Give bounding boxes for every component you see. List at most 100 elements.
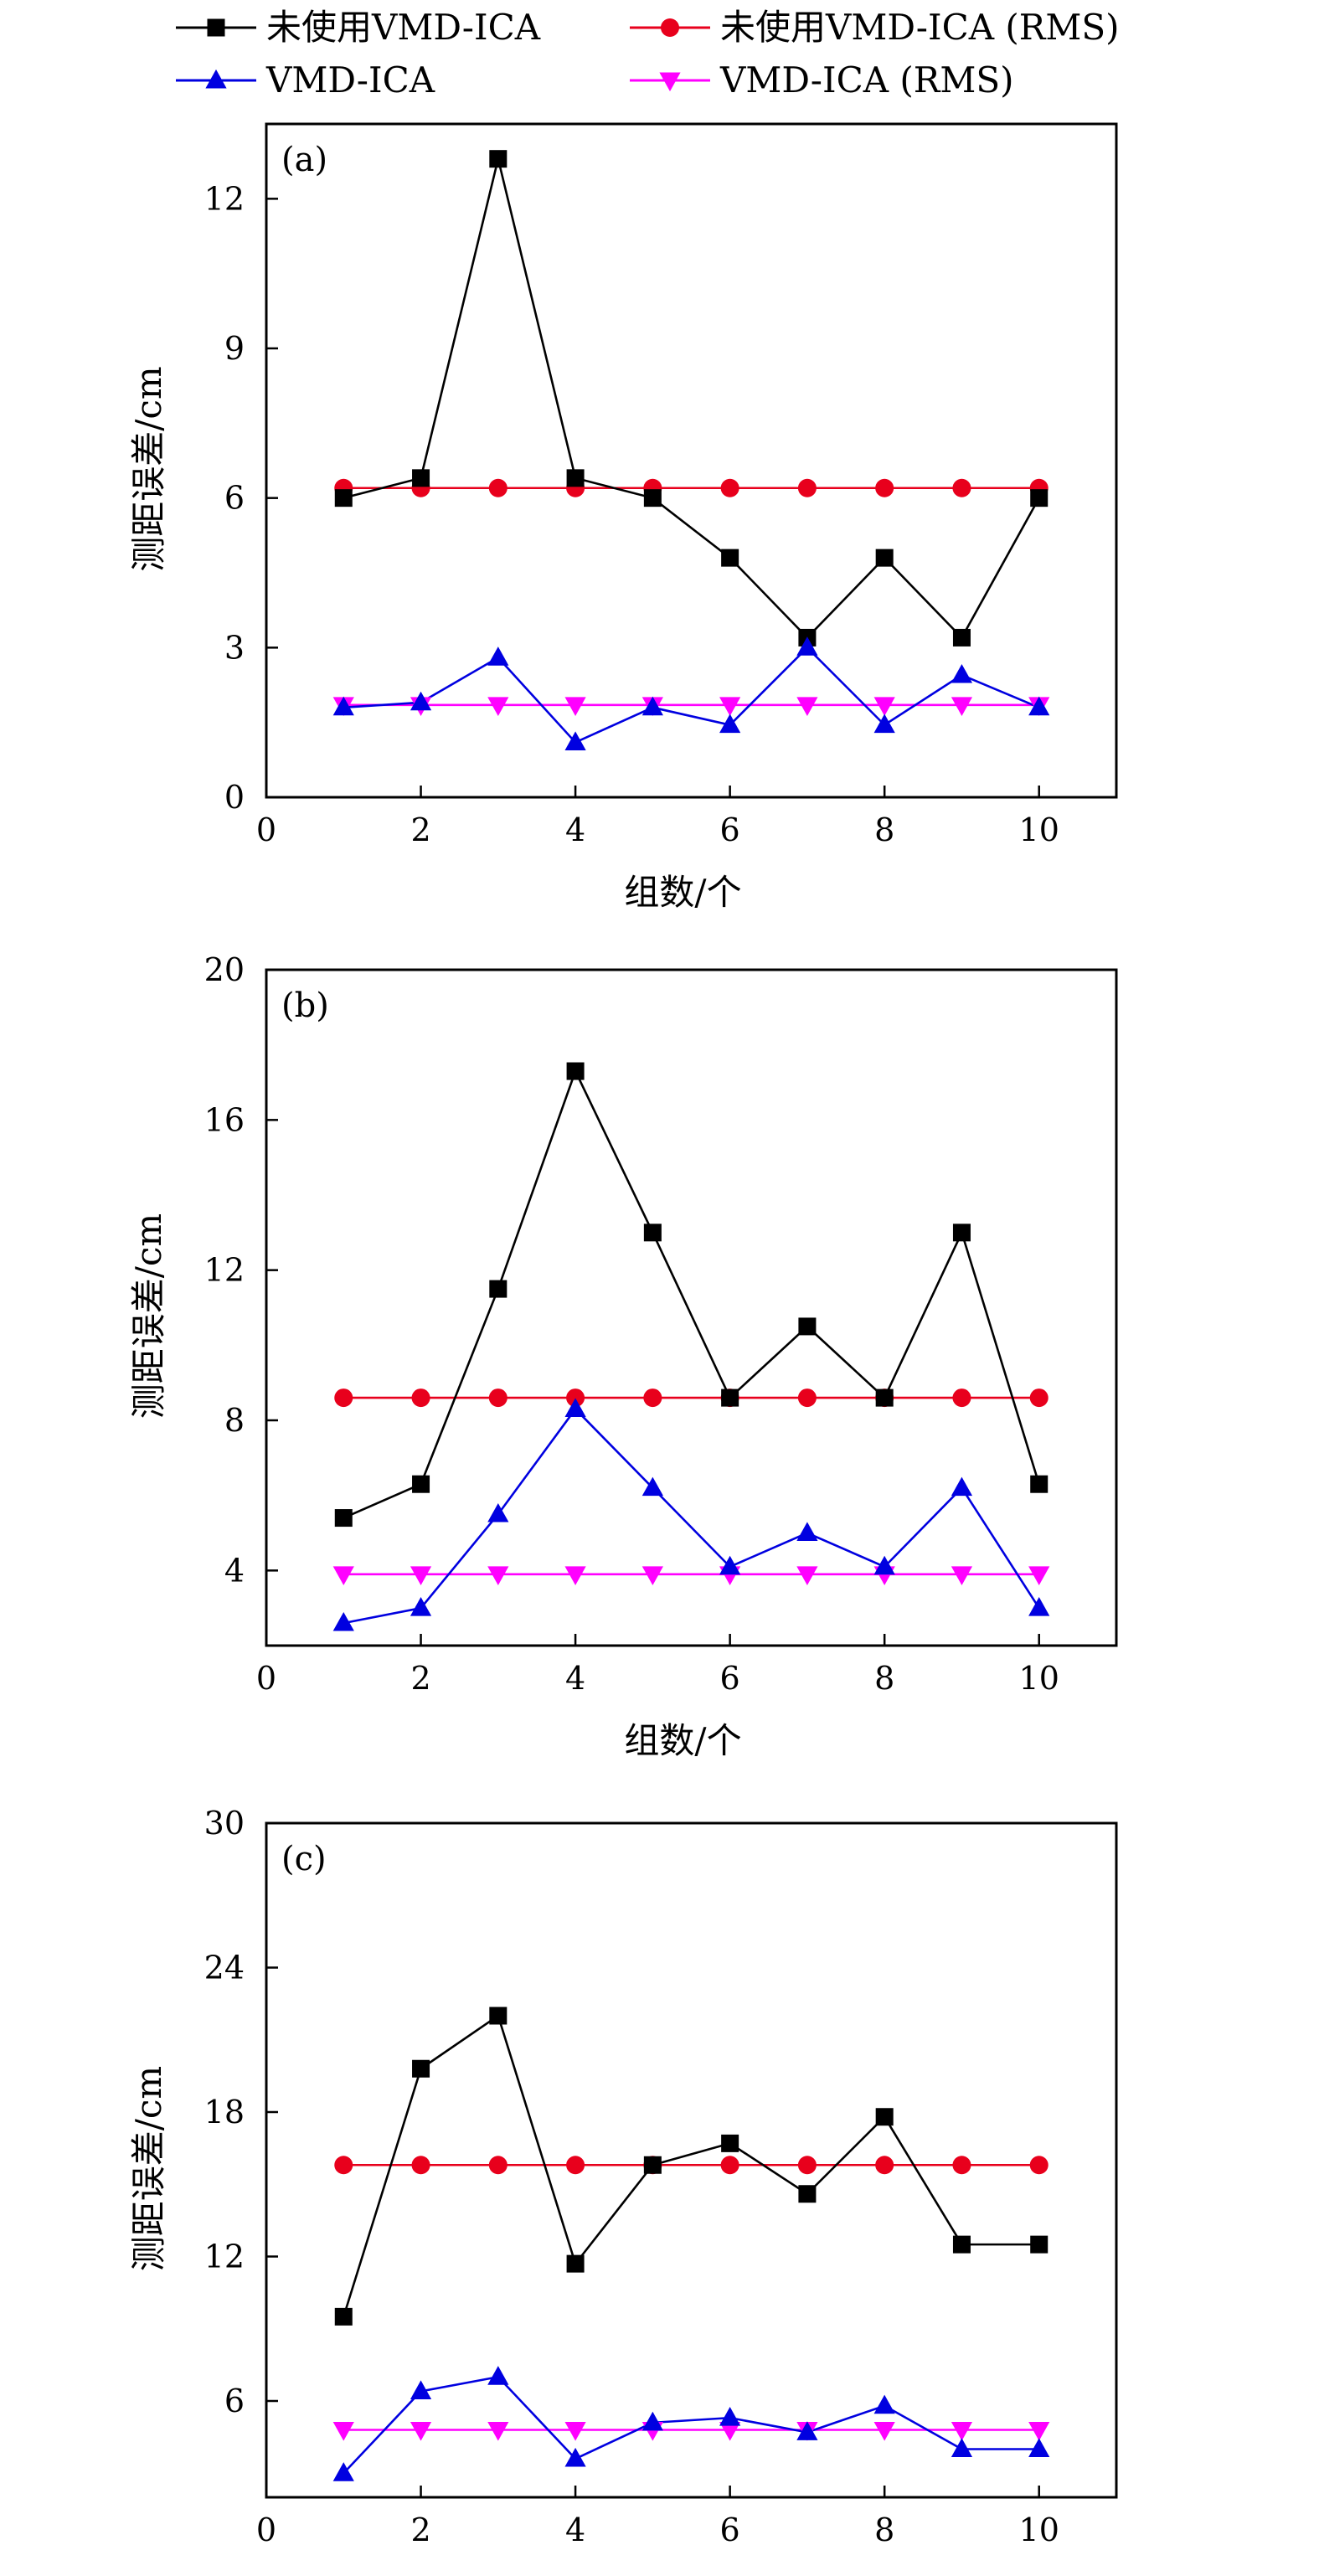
data-point: [332, 696, 354, 716]
data-point: [412, 1475, 430, 1493]
y-tick-label: 24: [204, 1950, 245, 1986]
data-point: [410, 2380, 432, 2399]
x-tick-label: 6: [720, 2512, 740, 2548]
y-axis-label: 测距误差/cm: [128, 1213, 169, 1419]
data-point: [564, 731, 586, 750]
data-point: [489, 2007, 508, 2025]
legend-entry: 未使用VMD-ICA: [266, 7, 541, 48]
data-point: [875, 549, 894, 567]
data-point: [487, 697, 509, 716]
y-axis-label: 测距误差/cm: [128, 366, 169, 572]
data-point: [410, 1597, 432, 1616]
data-point: [566, 2254, 585, 2273]
data-point: [1028, 1597, 1050, 1616]
y-tick-label: 8: [224, 1402, 245, 1439]
data-point: [412, 2059, 430, 2078]
data-point: [951, 697, 973, 716]
data-point: [641, 1476, 663, 1497]
y-tick-label: 12: [204, 180, 245, 217]
data-point: [952, 2235, 971, 2254]
series-line: [343, 646, 1040, 744]
x-axis-label: 组数/个: [624, 1720, 741, 1761]
y-tick-label: 20: [204, 951, 245, 988]
x-tick-label: 10: [1019, 1660, 1059, 1697]
chart-panel-b: 0 2 4 6 8 10 4 8 12 16 20 组数/个 测距误差/cm (b): [128, 951, 1118, 1761]
plot-frame: [265, 122, 1118, 799]
plot-frame: [265, 1821, 1118, 2499]
x-tick-label: 8: [874, 811, 894, 848]
data-point: [1028, 2422, 1050, 2441]
panel-label: (b): [281, 987, 329, 1025]
data-point: [487, 2366, 509, 2385]
data-point: [798, 1317, 817, 1336]
data-point: [1030, 2235, 1049, 2254]
x-tick-label: 4: [565, 2512, 585, 2548]
data-point: [643, 1224, 662, 1242]
legend-entry: VMD-ICA: [265, 59, 435, 100]
data-point: [332, 1611, 354, 1631]
data-point: [719, 2407, 741, 2426]
data-point: [797, 2156, 817, 2175]
x-tick-label: 2: [410, 2512, 430, 2548]
x-tick-label: 6: [720, 1660, 740, 1697]
y-tick-label: 6: [224, 480, 245, 517]
data-point: [951, 663, 973, 683]
series-line: [343, 1068, 1040, 1519]
data-point: [796, 697, 818, 716]
y-tick-label: 30: [204, 1805, 245, 1842]
panel-label: (c): [281, 1840, 327, 1878]
data-point: [566, 1062, 585, 1080]
x-tick-label: 0: [256, 811, 276, 848]
data-point: [873, 2394, 895, 2414]
data-point: [720, 2156, 739, 2175]
series-line: [343, 2375, 1039, 2475]
data-point: [951, 2422, 973, 2441]
data-point: [410, 691, 432, 711]
data-point: [488, 2156, 508, 2175]
data-point: [796, 1566, 818, 1585]
data-point: [798, 2185, 817, 2203]
y-tick-label: 6: [224, 2383, 245, 2419]
panel-label: (a): [281, 141, 327, 179]
x-tick-label: 8: [874, 1660, 894, 1697]
data-point: [641, 2411, 663, 2431]
data-point: [796, 2421, 818, 2440]
y-tick-label: 0: [224, 779, 245, 816]
data-point: [873, 2422, 895, 2441]
data-point: [1029, 2156, 1049, 2175]
data-point: [719, 2422, 741, 2441]
data-point: [334, 489, 353, 507]
data-point: [951, 1476, 973, 1497]
y-tick-label: 12: [204, 2239, 245, 2275]
data-point: [566, 469, 585, 487]
series-line: [343, 2013, 1039, 2317]
data-point: [487, 2422, 509, 2441]
data-point: [720, 478, 739, 497]
data-point: [721, 549, 739, 567]
data-point: [875, 478, 894, 497]
legend-entry: VMD-ICA (RMS): [719, 59, 1014, 100]
y-tick-label: 16: [204, 1101, 245, 1138]
legend-marker: [205, 69, 227, 89]
data-point: [643, 489, 662, 507]
data-point: [1028, 2438, 1050, 2457]
data-point: [488, 1388, 508, 1408]
data-point: [334, 1388, 353, 1408]
x-tick-label: 0: [256, 2512, 276, 2548]
data-point: [332, 1566, 354, 1585]
data-point: [873, 714, 895, 734]
data-point: [875, 1388, 894, 1407]
data-point: [721, 2134, 739, 2152]
data-point: [564, 2422, 586, 2441]
data-point: [564, 1566, 586, 1585]
y-tick-label: 12: [204, 1252, 245, 1289]
y-axis-label: 测距误差/cm: [128, 2066, 169, 2272]
data-point: [566, 2156, 585, 2175]
legend: 未使用VMD-ICA 未使用VMD-ICA (RMS) VMD-ICA VMD-ICA…: [176, 7, 1120, 100]
data-point: [411, 1388, 430, 1408]
data-point: [487, 647, 509, 666]
data-point: [1029, 1388, 1049, 1408]
data-point: [334, 1509, 353, 1528]
